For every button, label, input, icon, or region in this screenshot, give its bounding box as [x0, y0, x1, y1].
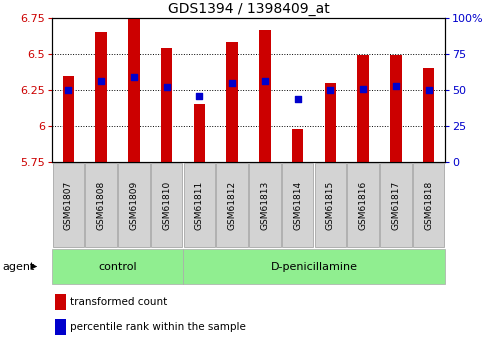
FancyBboxPatch shape: [216, 163, 248, 247]
FancyBboxPatch shape: [413, 163, 444, 247]
Text: GSM61812: GSM61812: [227, 180, 237, 229]
Bar: [161, 48, 172, 162]
Text: agent: agent: [2, 262, 34, 272]
Text: GSM61807: GSM61807: [64, 180, 73, 230]
Point: [294, 96, 301, 101]
FancyBboxPatch shape: [151, 163, 183, 247]
Text: D-penicillamine: D-penicillamine: [270, 262, 357, 272]
Text: GSM61818: GSM61818: [424, 180, 433, 230]
Text: percentile rank within the sample: percentile rank within the sample: [70, 322, 246, 332]
FancyBboxPatch shape: [183, 249, 445, 284]
Point: [228, 80, 236, 86]
Bar: [357, 56, 369, 162]
Text: GSM61815: GSM61815: [326, 180, 335, 230]
FancyBboxPatch shape: [282, 163, 313, 247]
Point: [130, 74, 138, 80]
Text: GSM61814: GSM61814: [293, 180, 302, 229]
Bar: [227, 42, 238, 162]
Point: [65, 87, 72, 93]
Bar: [194, 105, 205, 162]
Text: GSM61813: GSM61813: [260, 180, 270, 230]
FancyBboxPatch shape: [380, 163, 412, 247]
Bar: [423, 68, 434, 162]
FancyBboxPatch shape: [85, 163, 117, 247]
Point: [261, 79, 269, 84]
Text: GSM61816: GSM61816: [358, 180, 368, 230]
Text: GSM61808: GSM61808: [97, 180, 106, 230]
Bar: [292, 129, 303, 162]
Bar: [259, 30, 270, 162]
Point: [163, 85, 170, 90]
Point: [359, 86, 367, 91]
Point: [97, 79, 105, 84]
Text: GSM61810: GSM61810: [162, 180, 171, 230]
Point: [392, 83, 400, 88]
Text: control: control: [98, 262, 137, 272]
Bar: [325, 83, 336, 162]
FancyBboxPatch shape: [249, 163, 281, 247]
Text: GSM61811: GSM61811: [195, 180, 204, 230]
Text: GSM61809: GSM61809: [129, 180, 138, 230]
FancyBboxPatch shape: [55, 319, 66, 335]
FancyBboxPatch shape: [347, 163, 379, 247]
Text: transformed count: transformed count: [70, 297, 167, 307]
Point: [196, 93, 203, 99]
Bar: [390, 56, 401, 162]
FancyBboxPatch shape: [53, 163, 84, 247]
FancyBboxPatch shape: [314, 163, 346, 247]
Text: GSM61817: GSM61817: [391, 180, 400, 230]
Bar: [128, 18, 140, 162]
FancyBboxPatch shape: [52, 249, 183, 284]
Title: GDS1394 / 1398409_at: GDS1394 / 1398409_at: [168, 2, 329, 16]
Bar: [63, 76, 74, 162]
FancyBboxPatch shape: [184, 163, 215, 247]
Point: [425, 87, 432, 93]
FancyBboxPatch shape: [118, 163, 150, 247]
Point: [327, 87, 334, 93]
FancyBboxPatch shape: [55, 294, 66, 310]
Bar: [96, 32, 107, 162]
